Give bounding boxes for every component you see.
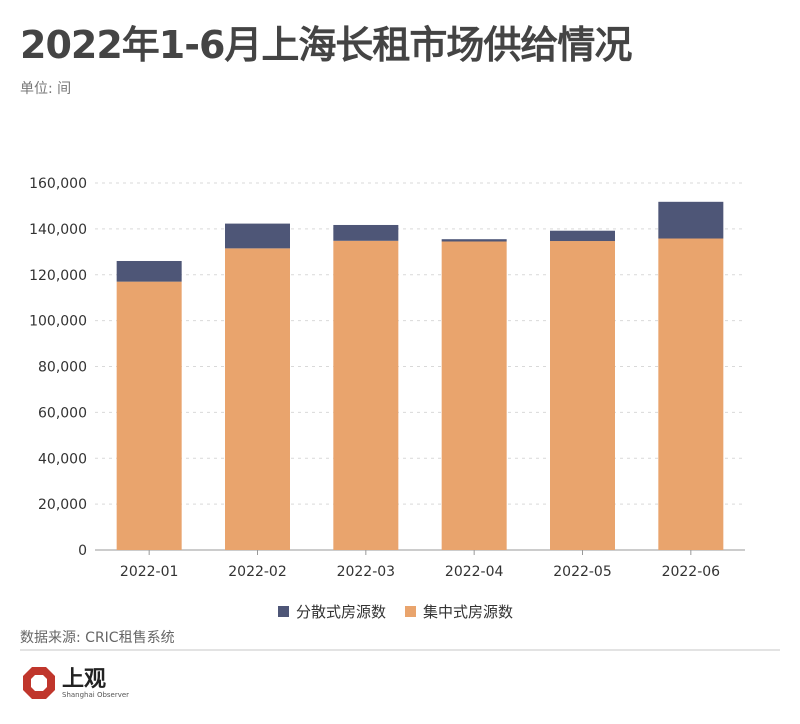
bar-centralized [658,238,724,551]
shanghai-observer-logo: 上观 Shanghai Observer [22,666,129,700]
legend-label: 集中式房源数 [423,603,513,621]
bar-distributed [116,260,182,282]
y-tick-label: 120,000 [29,268,87,284]
data-source: 数据来源: CRIC租售系统 [20,630,175,646]
legend-label: 分散式房源数 [296,603,386,621]
legend-swatch [405,606,416,617]
x-tick-label: 2022-04 [445,564,504,580]
bar-centralized [441,241,507,550]
y-tick-label: 40,000 [38,451,87,467]
legend-swatch [278,606,289,617]
bar-distributed [333,224,399,241]
unit-label: 单位: 间 [20,81,72,97]
bar-centralized [116,281,182,550]
y-tick-label: 60,000 [38,405,87,421]
x-tick-label: 2022-02 [228,564,287,580]
y-tick-label: 80,000 [38,360,87,376]
x-tick-label: 2022-01 [120,564,179,580]
bar-centralized [550,241,615,551]
bar-distributed [658,201,724,239]
y-tick-label: 100,000 [29,314,87,330]
bar-centralized [333,240,399,551]
logo-text-cn: 上观 [62,665,107,692]
y-tick-label: 20,000 [38,497,87,513]
y-tick-label: 0 [78,543,87,559]
x-tick-label: 2022-06 [662,564,721,580]
footer-divider [20,649,780,651]
y-tick-label: 160,000 [29,176,87,192]
bar-distributed [225,223,290,249]
bar-distributed [441,239,507,242]
chart-title: 2022年1-6月上海长租市场供给情况 [20,23,632,67]
bar-distributed [550,230,615,242]
octagon-logo-icon [23,667,55,699]
x-tick-label: 2022-05 [553,564,612,580]
x-tick-label: 2022-03 [337,564,396,580]
y-tick-label: 140,000 [29,222,87,238]
logo-text-en: Shanghai Observer [62,690,130,699]
bar-centralized [225,248,290,550]
stacked-bar-chart: 0 20,000 40,000 60,000 80,000 100,000 120,000 1… [29,176,745,621]
